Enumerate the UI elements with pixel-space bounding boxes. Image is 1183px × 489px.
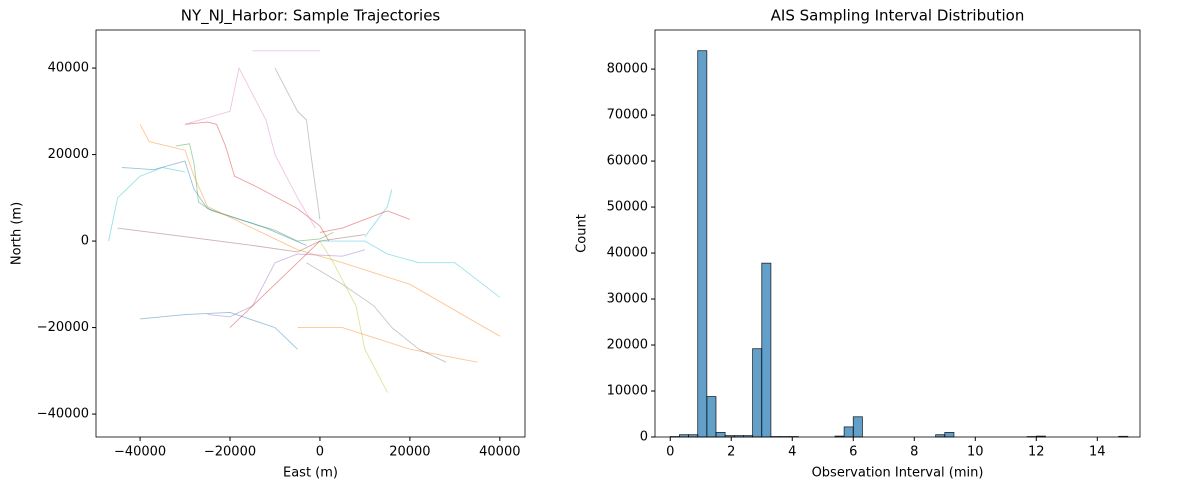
trajectory xyxy=(319,210,411,233)
trajectory xyxy=(306,262,447,363)
y-tick-label: 0 xyxy=(640,430,648,445)
x-tick-label: 14 xyxy=(1089,445,1106,460)
bar xyxy=(697,50,708,438)
y-tick-label: 40000 xyxy=(48,61,89,76)
bar xyxy=(843,426,854,438)
y-tick-label: 40000 xyxy=(607,246,648,261)
trajectory xyxy=(175,143,334,242)
trajectory xyxy=(140,311,298,350)
x-tick-label: 20000 xyxy=(389,445,430,460)
trajectory xyxy=(117,227,365,253)
chart-title: NY_NJ_Harbor: Sample Trajectories xyxy=(181,7,441,26)
bar xyxy=(715,432,726,438)
x-tick-label: 2 xyxy=(727,445,735,460)
y-tick-label: 0 xyxy=(81,234,89,249)
bar xyxy=(752,348,763,438)
y-tick-label: 60000 xyxy=(607,154,648,169)
y-tick-label: 70000 xyxy=(607,108,648,123)
x-tick-label: −20000 xyxy=(204,445,256,460)
y-tick-label: 20000 xyxy=(48,147,89,162)
y-axis-label: North (m) xyxy=(10,202,25,265)
x-tick-label: 40000 xyxy=(479,445,520,460)
trajectory xyxy=(364,189,393,237)
x-axis-label: Observation Interval (min) xyxy=(812,466,984,481)
y-tick-label: 50000 xyxy=(607,200,648,215)
x-tick-label: −40000 xyxy=(114,445,166,460)
trajectory xyxy=(139,124,501,337)
y-tick-label: 80000 xyxy=(607,62,648,77)
plot-frame xyxy=(654,29,1141,438)
y-axis-label: Count xyxy=(575,214,590,253)
y-tick-label: 30000 xyxy=(607,292,648,307)
trajectory xyxy=(319,240,501,298)
trajectory xyxy=(184,121,330,242)
x-tick-label: 4 xyxy=(788,445,796,460)
trajectory xyxy=(274,67,321,220)
trajectory xyxy=(229,240,321,328)
chart-title: AIS Sampling Interval Distribution xyxy=(771,7,1025,25)
bar xyxy=(706,396,717,438)
y-tick-label: −40000 xyxy=(37,407,89,422)
y-tick-label: 10000 xyxy=(607,384,648,399)
trajectory xyxy=(184,66,316,229)
x-axis-label: East (m) xyxy=(283,466,338,481)
x-tick-label: 12 xyxy=(1028,445,1045,460)
trajectory xyxy=(108,167,186,242)
y-tick-label: 20000 xyxy=(607,338,648,353)
x-tick-label: 8 xyxy=(910,445,918,460)
y-tick-label: −20000 xyxy=(37,320,89,335)
x-tick-label: 0 xyxy=(666,445,674,460)
bar xyxy=(761,262,772,438)
x-tick-label: 10 xyxy=(967,445,984,460)
bar xyxy=(852,416,863,438)
trajectory xyxy=(319,240,388,393)
trajectory xyxy=(122,160,307,246)
bar xyxy=(944,432,955,438)
trajectory xyxy=(297,327,478,363)
x-tick-label: 6 xyxy=(849,445,857,460)
trajectory xyxy=(207,249,366,318)
x-tick-label: 0 xyxy=(316,445,324,460)
plot-frame xyxy=(95,29,526,438)
